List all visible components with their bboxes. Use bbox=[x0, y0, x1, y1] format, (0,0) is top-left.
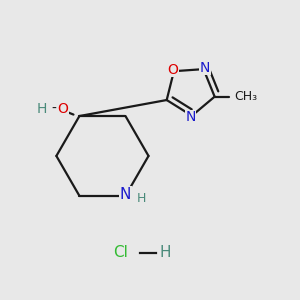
Text: N: N bbox=[120, 187, 131, 202]
Text: H: H bbox=[37, 102, 47, 116]
Text: H: H bbox=[159, 245, 171, 260]
Text: -: - bbox=[52, 102, 57, 116]
Text: O: O bbox=[58, 102, 68, 116]
Text: N: N bbox=[200, 61, 210, 75]
Text: CH₃: CH₃ bbox=[234, 90, 257, 103]
Text: Cl: Cl bbox=[113, 245, 128, 260]
Text: N: N bbox=[185, 110, 196, 124]
Text: H: H bbox=[137, 192, 146, 205]
Text: O: O bbox=[167, 63, 178, 77]
